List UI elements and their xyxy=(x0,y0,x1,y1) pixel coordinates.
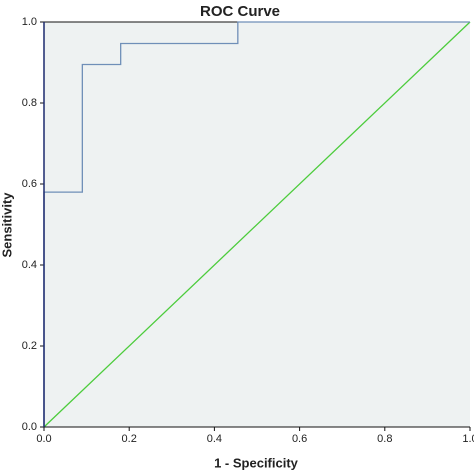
y-tick-label: 1.0 xyxy=(22,16,37,28)
roc-line xyxy=(43,21,471,428)
y-tick-label: 0.6 xyxy=(22,178,37,190)
y-tick-label: 0.4 xyxy=(22,259,37,271)
x-tick-label: 1.0 xyxy=(462,433,474,445)
y-tick-label: 0.0 xyxy=(22,421,37,433)
x-tick-label: 0.6 xyxy=(292,433,307,445)
y-tick-label: 0.8 xyxy=(22,97,37,109)
x-tick-label: 0.0 xyxy=(36,433,51,445)
x-tick-label: 0.8 xyxy=(377,433,392,445)
y-axis-label: Sensitivity xyxy=(0,192,14,258)
x-tick-label: 0.4 xyxy=(207,433,222,445)
x-axis-label: 1 - Specificity xyxy=(214,455,299,470)
chart-title: ROC Curve xyxy=(200,3,280,20)
roc-line xyxy=(43,21,470,427)
x-tick-label: 0.2 xyxy=(122,433,137,445)
y-tick-label: 0.2 xyxy=(22,340,37,352)
